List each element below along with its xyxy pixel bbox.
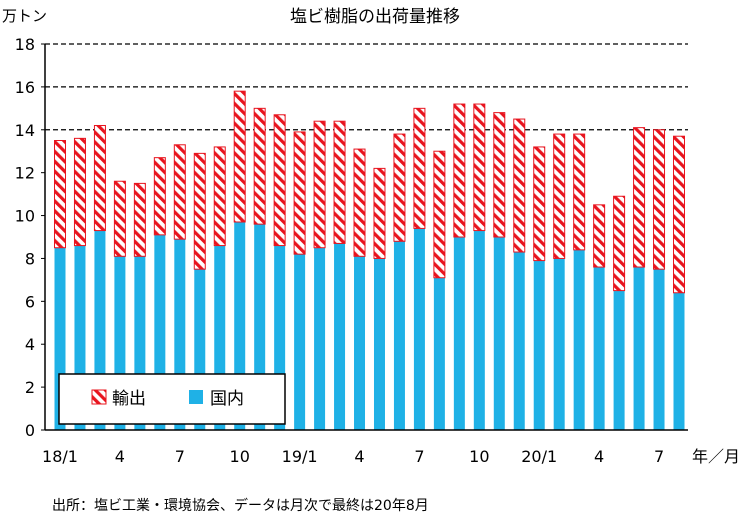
bar-domestic <box>274 245 286 430</box>
bar-export <box>593 204 606 268</box>
source-note: 出所：塩ビ工業・環境協会、データは月次で最終は20年8月 <box>52 497 429 514</box>
bar-export <box>153 157 166 236</box>
bar-export <box>673 135 685 294</box>
x-tick-label: 4 <box>115 447 125 466</box>
bar-domestic <box>314 247 326 430</box>
bars <box>54 90 685 430</box>
x-tick-label: 10 <box>469 447 489 466</box>
y-tick-label: 16 <box>15 78 35 97</box>
bar-domestic <box>473 230 485 430</box>
bar-export <box>353 148 366 257</box>
y-tick-label: 0 <box>25 421 35 440</box>
legend-label-export: 輸出 <box>112 389 146 409</box>
bar-export <box>573 133 586 251</box>
bar-domestic <box>513 252 525 430</box>
bar-export <box>273 114 286 247</box>
bar-domestic <box>653 269 665 430</box>
bar-domestic <box>234 221 246 430</box>
bar-domestic <box>54 247 66 430</box>
bar-export <box>513 118 526 253</box>
bar-export <box>393 133 406 242</box>
legend-swatch-domestic <box>189 390 203 404</box>
bar-domestic <box>214 245 226 430</box>
y-tick-label: 4 <box>25 335 35 354</box>
x-tick-label: 7 <box>414 447 424 466</box>
grid-lines <box>45 43 688 131</box>
bar-export <box>613 195 626 292</box>
x-tick-label: 19/1 <box>282 447 318 466</box>
bar-export <box>333 120 346 244</box>
bar-export <box>633 127 646 268</box>
bar-export <box>173 144 186 240</box>
bar-domestic <box>154 234 166 430</box>
y-tick-label: 10 <box>15 207 35 226</box>
bar-domestic <box>334 243 346 430</box>
bar-domestic <box>613 290 625 430</box>
bar-export <box>253 107 266 225</box>
x-tick-label: 10 <box>230 447 250 466</box>
bar-export <box>54 140 66 249</box>
bar-domestic <box>194 269 206 430</box>
bar-export <box>213 146 226 247</box>
x-tick-label: 20/1 <box>521 447 557 466</box>
bar-domestic <box>174 239 186 430</box>
bar-export <box>533 146 546 262</box>
x-unit-label: 年／月 <box>692 447 740 466</box>
bar-export <box>193 152 206 270</box>
bar-domestic <box>433 277 445 430</box>
bar-domestic <box>633 267 645 430</box>
bar-domestic <box>393 241 405 430</box>
bar-domestic <box>134 256 146 430</box>
bar-export <box>313 120 326 249</box>
bar-export <box>553 133 566 259</box>
bar-export <box>373 167 386 259</box>
y-tick-label: 12 <box>15 164 35 183</box>
bar-domestic <box>573 249 585 430</box>
bar-domestic <box>254 224 266 430</box>
bar-domestic <box>294 254 306 430</box>
bar-export <box>473 103 486 232</box>
x-tick-labels: 18/1 4 7 10 19/1 4 7 10 20/1 4 7 <box>42 447 664 466</box>
bar-export <box>73 137 86 247</box>
bar-export <box>413 107 426 229</box>
bar-domestic <box>74 245 86 430</box>
y-tick-label: 6 <box>25 292 35 311</box>
y-tick-label: 14 <box>15 121 35 140</box>
x-tick-label: 7 <box>175 447 185 466</box>
bar-domestic <box>593 267 605 430</box>
bar-export <box>233 90 246 223</box>
y-tick-label: 8 <box>25 249 35 268</box>
bar-domestic <box>673 292 685 430</box>
bar-export <box>653 129 666 270</box>
bar-domestic <box>373 258 385 430</box>
bar-export <box>293 131 306 255</box>
bar-domestic <box>354 256 366 430</box>
x-tick-label: 4 <box>594 447 604 466</box>
chart-title: 塩ビ樹脂の出荷量推移 <box>290 7 460 27</box>
x-tick-label: 7 <box>654 447 664 466</box>
bar-export <box>93 124 106 232</box>
bar-domestic <box>453 237 465 430</box>
x-tick-label: 4 <box>354 447 364 466</box>
bar-export <box>433 150 446 279</box>
legend-swatch-export <box>91 389 107 405</box>
bar-export <box>133 182 146 257</box>
bar-domestic <box>553 258 565 430</box>
x-tick-label: 18/1 <box>42 447 78 466</box>
bar-domestic <box>94 230 106 430</box>
y-tick-label: 18 <box>15 35 35 54</box>
bar-domestic <box>114 256 126 430</box>
bar-domestic <box>533 260 545 430</box>
bar-export <box>113 180 126 257</box>
bar-domestic <box>413 228 425 430</box>
legend: 輸出 国内 <box>58 373 286 425</box>
legend-label-domestic: 国内 <box>210 389 244 409</box>
y-tick-label: 2 <box>25 378 35 397</box>
y-unit-label: 万トン <box>2 7 47 25</box>
bar-export <box>453 103 466 238</box>
y-tick-labels: 0 2 4 6 8 10 12 14 16 18 <box>15 35 45 440</box>
bar-export <box>493 112 506 238</box>
bar-domestic <box>493 237 505 430</box>
